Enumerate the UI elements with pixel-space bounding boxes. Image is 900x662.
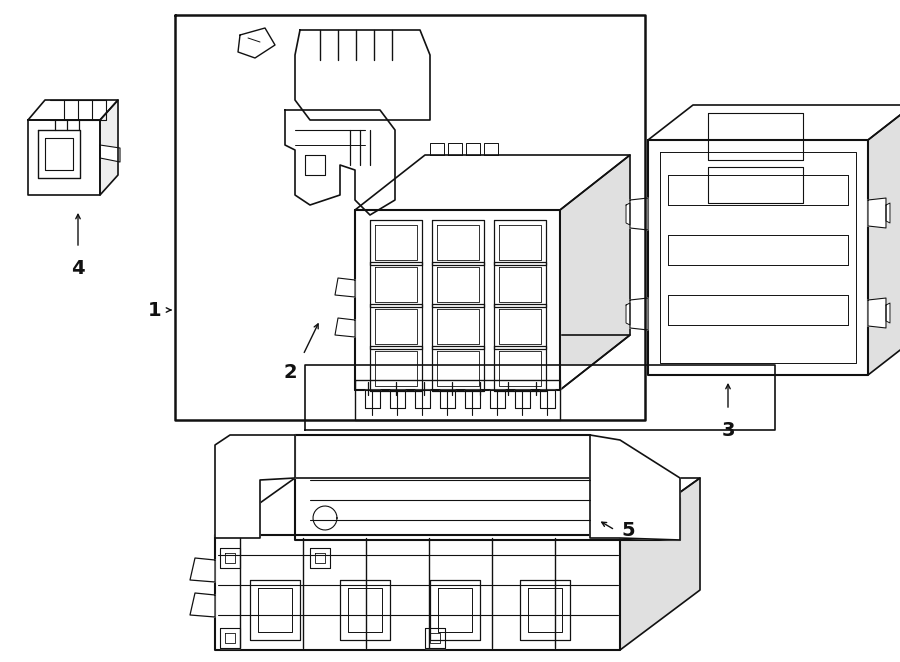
Text: 4: 4: [71, 258, 85, 277]
Polygon shape: [886, 303, 890, 323]
Polygon shape: [465, 390, 480, 408]
Polygon shape: [38, 130, 80, 178]
Polygon shape: [868, 298, 886, 328]
Polygon shape: [295, 30, 430, 120]
Polygon shape: [390, 390, 405, 408]
Polygon shape: [630, 198, 648, 230]
Polygon shape: [238, 28, 275, 58]
Polygon shape: [295, 435, 680, 540]
Polygon shape: [868, 105, 900, 375]
Polygon shape: [215, 435, 295, 538]
Polygon shape: [190, 593, 215, 617]
Polygon shape: [285, 110, 395, 215]
Polygon shape: [515, 390, 530, 408]
Polygon shape: [620, 478, 700, 650]
Text: 3: 3: [721, 420, 734, 440]
Polygon shape: [335, 318, 355, 337]
Polygon shape: [220, 628, 240, 648]
Polygon shape: [190, 558, 215, 582]
Text: 2: 2: [284, 363, 297, 381]
Polygon shape: [100, 145, 120, 162]
Polygon shape: [365, 390, 380, 408]
Polygon shape: [215, 535, 620, 650]
Polygon shape: [868, 198, 886, 228]
Polygon shape: [626, 203, 630, 225]
Text: 5: 5: [621, 520, 634, 540]
Polygon shape: [590, 435, 680, 540]
Polygon shape: [626, 303, 630, 325]
Polygon shape: [355, 380, 560, 420]
Polygon shape: [220, 548, 240, 568]
Polygon shape: [335, 278, 355, 297]
Polygon shape: [440, 390, 455, 408]
Polygon shape: [886, 203, 890, 223]
Polygon shape: [310, 548, 330, 568]
Polygon shape: [215, 478, 700, 535]
Polygon shape: [425, 628, 445, 648]
Polygon shape: [28, 100, 118, 120]
Polygon shape: [630, 298, 648, 330]
Polygon shape: [305, 365, 775, 430]
Polygon shape: [648, 105, 900, 140]
Text: 1: 1: [148, 301, 162, 320]
Polygon shape: [355, 335, 630, 390]
Polygon shape: [560, 155, 630, 390]
Polygon shape: [355, 210, 560, 390]
Polygon shape: [648, 140, 868, 375]
Polygon shape: [28, 120, 100, 195]
Polygon shape: [355, 155, 630, 210]
Polygon shape: [415, 390, 430, 408]
Polygon shape: [540, 390, 555, 408]
Polygon shape: [490, 390, 505, 408]
Polygon shape: [100, 100, 118, 195]
